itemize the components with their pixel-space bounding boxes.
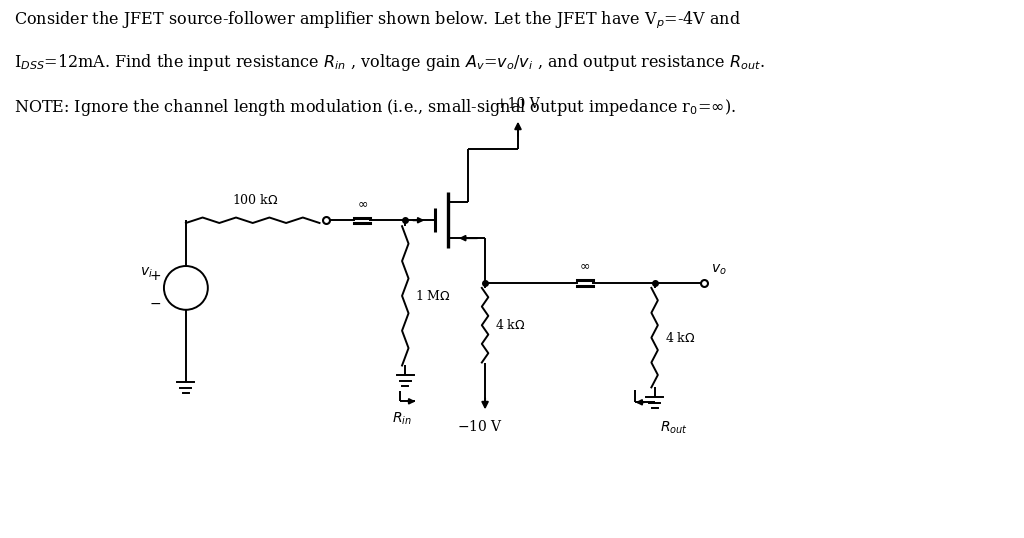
Text: NOTE: Ignore the channel length modulation (i.e., small-signal output impedance : NOTE: Ignore the channel length modulati…	[14, 97, 736, 118]
Text: $\infty$: $\infty$	[580, 259, 591, 273]
Text: 4 k$\Omega$: 4 k$\Omega$	[665, 331, 695, 345]
Text: 100 k$\Omega$: 100 k$\Omega$	[232, 193, 279, 207]
Text: $-$: $-$	[148, 296, 161, 310]
Text: $-$10 V: $-$10 V	[457, 419, 503, 434]
Text: 4 k$\Omega$: 4 k$\Omega$	[495, 318, 525, 332]
Text: 1 M$\Omega$: 1 M$\Omega$	[416, 289, 452, 303]
Text: $\infty$: $\infty$	[356, 197, 368, 210]
Text: I$_{DSS}$=12mA. Find the input resistance $R_{in}$ , voltage gain $A_v$=$v_o$/$v: I$_{DSS}$=12mA. Find the input resistanc…	[14, 52, 765, 73]
Text: Consider the JFET source-follower amplifier shown below. Let the JFET have V$_p$: Consider the JFET source-follower amplif…	[14, 9, 741, 31]
Text: +10 V: +10 V	[497, 97, 540, 111]
Text: +: +	[150, 269, 161, 283]
Text: $R_{in}$: $R_{in}$	[392, 410, 413, 427]
Text: $v_o$: $v_o$	[712, 263, 727, 277]
Text: $v_i$: $v_i$	[139, 266, 153, 280]
Text: $R_{out}$: $R_{out}$	[659, 419, 687, 436]
